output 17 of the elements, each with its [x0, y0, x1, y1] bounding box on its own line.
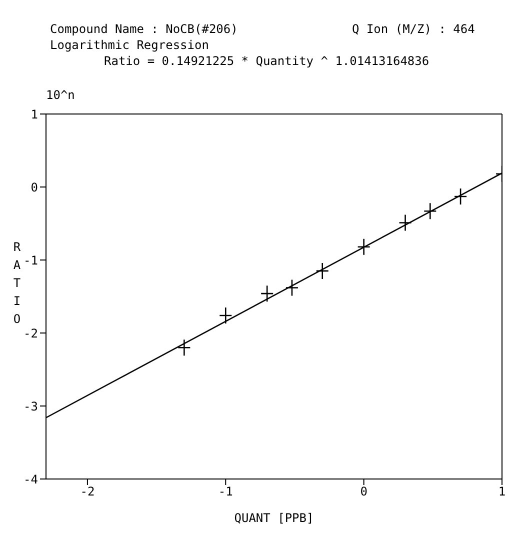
x-axis-title: QUANT [PPB] [234, 511, 314, 525]
y-tick-label: -2 [24, 326, 38, 340]
y-tick-label: 0 [30, 180, 38, 194]
y-tick-label: -1 [24, 253, 38, 268]
x-tick-label: 1 [498, 484, 506, 499]
y-tick-label: -3 [24, 399, 38, 414]
x-tick-label: 0 [360, 484, 368, 499]
text: 10^n [46, 88, 75, 102]
x-tick-label: -1 [218, 484, 233, 499]
text: Q Ion (M/Z) : 464 [352, 22, 475, 36]
chart-subtitle: Logarithmic Regression [50, 38, 209, 52]
y-axis-title: RATIO [12, 239, 22, 328]
text: Ratio = 0.14921225 * Quantity ^ 1.01413164836 [104, 54, 430, 68]
y-tick-label: 1 [30, 107, 38, 122]
x-tick-label: -2 [80, 484, 95, 499]
y-tick-label: -4 [24, 472, 38, 486]
chart-title: Compound Name : NoCB(#206) [50, 22, 238, 36]
